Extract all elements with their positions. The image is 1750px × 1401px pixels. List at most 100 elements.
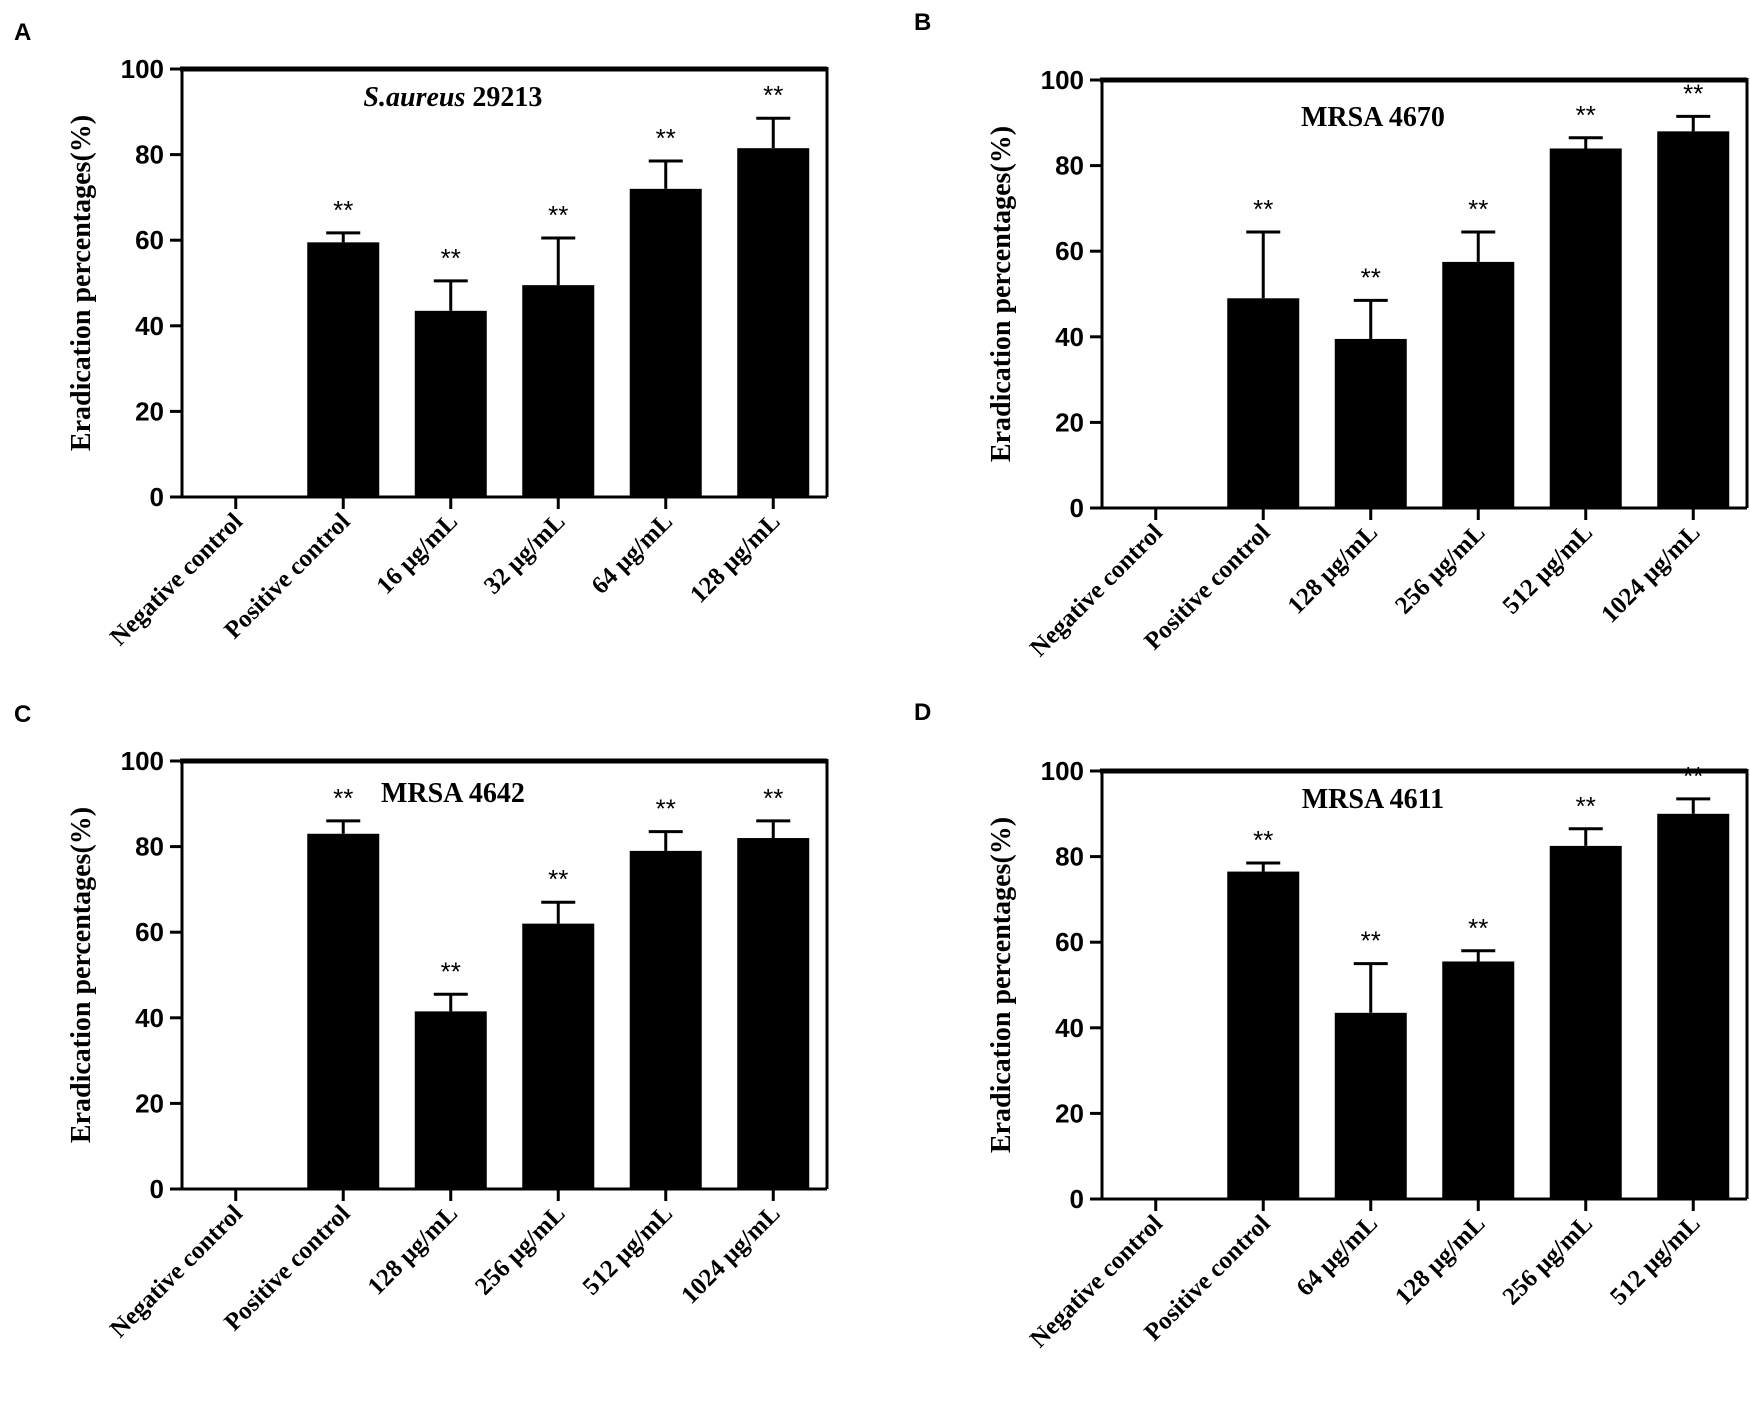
y-axis-title: Eradication percentages(%) [986,126,1017,462]
y-tick-label: 60 [1055,927,1084,957]
bar [1549,148,1622,509]
category-label: 512 μg/mL [578,1200,678,1300]
bar [629,850,702,1189]
significance-label: ** [441,956,461,986]
panel-d: D 0 20 40 60 80 100 Eradication percentages(%) M… [914,699,1749,1353]
y-tick-label: 80 [1055,842,1084,872]
chart-title-text: MRSA 4611 [1302,784,1444,815]
y-axis-title: Eradication percentages(%) [66,115,97,451]
significance-label: ** [763,783,783,813]
significance-label: ** [441,243,461,273]
y-tick-label: 40 [135,1003,164,1033]
significance-label: ** [548,200,568,230]
significance-label: ** [333,783,353,813]
category-label: 256 μg/mL [470,1200,570,1300]
bar [1334,1012,1407,1199]
chart-title-text: MRSA 4670 [1301,102,1445,133]
chart-title-italic: S.aureus [363,82,465,113]
category-label: 64 μg/mL [1292,1210,1383,1301]
category-label: 1024 μg/mL [1596,519,1705,628]
y-tick-label: 100 [121,54,164,84]
category-label: 256 μg/mL [1498,1210,1598,1310]
category-label: 1024 μg/mL [676,1200,785,1309]
panel-a: A 0 20 40 60 80 100 Eradication percentages(%) S… [14,19,829,651]
bar [522,923,595,1189]
significance-label: ** [1683,78,1703,108]
y-tick-label: 0 [150,1174,164,1204]
y-tick-label: 80 [135,832,164,862]
category-label: 256 μg/mL [1390,519,1490,619]
y-tick-label: 20 [135,396,164,426]
panel-letter: D [914,699,931,726]
significance-label: ** [548,864,568,894]
significance-label: ** [1253,194,1273,224]
category-label: 128 μg/mL [1390,1210,1490,1310]
y-tick-label: 80 [1055,151,1084,181]
bar [1657,813,1730,1199]
significance-label: ** [656,794,676,824]
significance-label: ** [1576,791,1596,821]
bar [1334,338,1407,508]
significance-label: ** [333,195,353,225]
bar [522,285,595,497]
bar [1549,845,1622,1199]
y-tick-label: 40 [1055,322,1084,352]
bar [629,188,702,497]
y-tick-label: 20 [1055,1098,1084,1128]
category-label: 32 μg/mL [479,508,570,599]
bar [1442,261,1515,508]
significance-label: ** [1468,913,1488,943]
bar [307,242,380,497]
bar [737,148,810,497]
significance-label: ** [1253,825,1273,855]
chart-title: MRSA 4611 [1302,784,1444,815]
y-tick-label: 0 [1070,493,1084,523]
y-axis-title: Eradication percentages(%) [66,807,97,1143]
significance-label: ** [1576,100,1596,130]
panel-c: C 0 20 40 60 80 100 Eradication percentages(%) M… [14,701,829,1343]
chart-title-text: MRSA 4642 [381,778,525,809]
panel-letter: A [14,19,31,46]
y-tick-label: 60 [135,917,164,947]
bar [1657,131,1730,509]
chart-title: MRSA 4670 [1301,102,1445,133]
y-tick-label: 60 [1055,236,1084,266]
y-tick-label: 40 [1055,1013,1084,1043]
y-tick-label: 40 [135,311,164,341]
bar [737,838,810,1189]
panel-b: B 0 20 40 60 80 100 Eradication percentages(%) M… [914,9,1749,662]
category-label: 64 μg/mL [587,508,678,599]
y-tick-label: 20 [1055,407,1084,437]
chart-title: MRSA 4642 [381,778,525,809]
significance-label: ** [1361,262,1381,292]
chart-title-text: 29213 [465,82,542,113]
category-label: 512 μg/mL [1605,1210,1705,1310]
y-axis-title: Eradication percentages(%) [986,817,1017,1153]
chart-title: S.aureus 29213 [363,82,542,113]
y-tick-label: 20 [135,1088,164,1118]
bar [414,1011,487,1189]
y-tick-label: 0 [150,482,164,512]
category-label: 128 μg/mL [1283,519,1383,619]
bar [1227,871,1300,1199]
significance-label: ** [1361,926,1381,956]
significance-label: ** [656,123,676,153]
significance-label: ** [763,80,783,110]
panel-letter: B [914,9,931,36]
category-label: 16 μg/mL [372,508,463,599]
category-label: 128 μg/mL [685,508,785,608]
bar [414,310,487,497]
significance-label: ** [1683,761,1703,791]
bar [307,833,380,1189]
y-tick-label: 100 [121,746,164,776]
category-label: 128 μg/mL [363,1200,463,1300]
bar [1442,961,1515,1199]
y-tick-label: 100 [1041,756,1084,786]
significance-label: ** [1468,194,1488,224]
y-tick-label: 60 [135,225,164,255]
y-tick-label: 80 [135,140,164,170]
category-label: 512 μg/mL [1498,519,1598,619]
panel-letter: C [14,701,31,728]
bar [1227,298,1300,508]
